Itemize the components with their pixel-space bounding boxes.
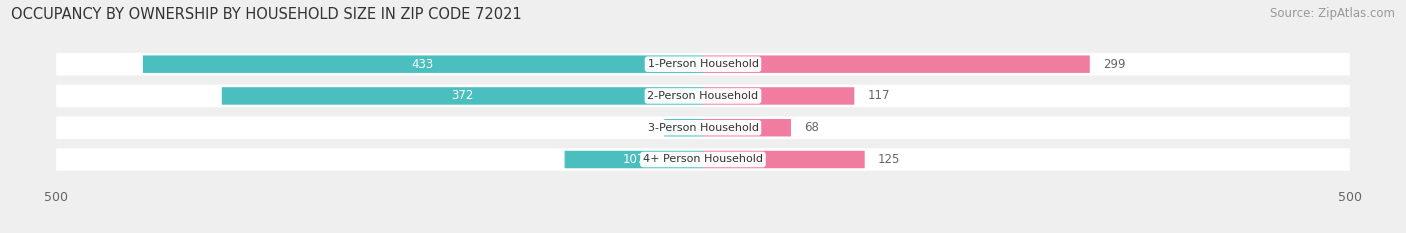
FancyBboxPatch shape bbox=[56, 148, 1350, 171]
FancyBboxPatch shape bbox=[56, 116, 1350, 139]
Text: 2-Person Household: 2-Person Household bbox=[647, 91, 759, 101]
FancyBboxPatch shape bbox=[222, 87, 703, 105]
Text: 299: 299 bbox=[1102, 58, 1125, 71]
Text: 3-Person Household: 3-Person Household bbox=[648, 123, 758, 133]
Text: 372: 372 bbox=[451, 89, 474, 103]
Text: OCCUPANCY BY OWNERSHIP BY HOUSEHOLD SIZE IN ZIP CODE 72021: OCCUPANCY BY OWNERSHIP BY HOUSEHOLD SIZE… bbox=[11, 7, 522, 22]
Text: 125: 125 bbox=[877, 153, 900, 166]
Text: 117: 117 bbox=[868, 89, 890, 103]
FancyBboxPatch shape bbox=[703, 55, 1090, 73]
Text: 4+ Person Household: 4+ Person Household bbox=[643, 154, 763, 164]
FancyBboxPatch shape bbox=[703, 151, 865, 168]
FancyBboxPatch shape bbox=[143, 55, 703, 73]
FancyBboxPatch shape bbox=[703, 87, 855, 105]
Text: 1-Person Household: 1-Person Household bbox=[648, 59, 758, 69]
Text: 30: 30 bbox=[676, 121, 690, 134]
Text: 433: 433 bbox=[412, 58, 434, 71]
FancyBboxPatch shape bbox=[56, 53, 1350, 75]
FancyBboxPatch shape bbox=[565, 151, 703, 168]
Text: 68: 68 bbox=[804, 121, 818, 134]
FancyBboxPatch shape bbox=[703, 119, 792, 137]
FancyBboxPatch shape bbox=[664, 119, 703, 137]
Text: 107: 107 bbox=[623, 153, 645, 166]
Text: Source: ZipAtlas.com: Source: ZipAtlas.com bbox=[1270, 7, 1395, 20]
FancyBboxPatch shape bbox=[56, 85, 1350, 107]
